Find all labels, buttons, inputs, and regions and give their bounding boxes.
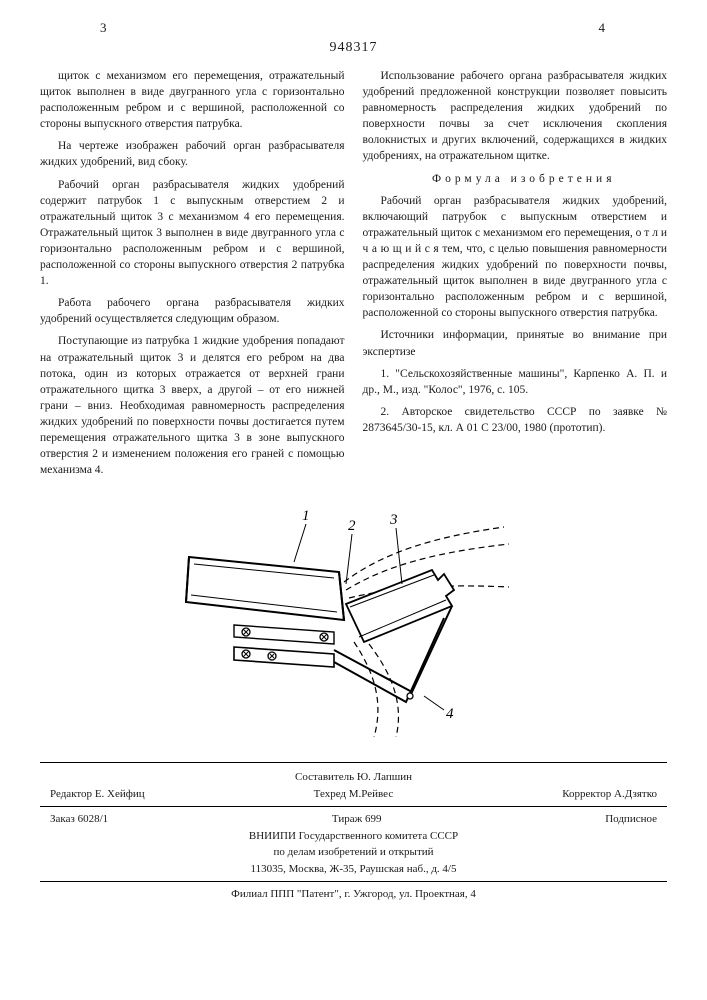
order-row: Заказ 6028/1 Тираж 699 Подписное — [40, 811, 667, 828]
source-item: 2. Авторское свидетельство СССР по заявк… — [363, 404, 668, 436]
document-number: 948317 — [40, 40, 667, 56]
signed: Подписное — [605, 811, 657, 828]
divider — [40, 806, 667, 807]
compiler-line: Составитель Ю. Лапшин — [40, 769, 667, 786]
divider — [40, 881, 667, 882]
tirage: Тираж 699 — [332, 811, 382, 828]
org-line-1: ВНИИПИ Государственного комитета СССР — [40, 828, 667, 845]
page-left: 3 — [100, 20, 109, 36]
paragraph: Использование рабочего органа разбрасыва… — [363, 68, 668, 165]
paragraph: Рабочий орган разбрасывателя жидких удоб… — [40, 177, 345, 290]
filial-line: Филиал ППП "Патент", г. Ужгород, ул. Про… — [40, 886, 667, 903]
org-line-2: по делам изобретений и открытий — [40, 844, 667, 861]
techred: Техред М.Рейвес — [314, 786, 394, 803]
order: Заказ 6028/1 — [50, 811, 108, 828]
paragraph: Рабочий орган разбрасывателя жидких удоб… — [363, 193, 668, 322]
paragraph: Работа рабочего органа разбрасывателя жи… — [40, 295, 345, 327]
corrector: Корректор А.Дзятко — [562, 786, 657, 803]
footer: Составитель Ю. Лапшин Редактор Е. Хейфиц… — [40, 762, 667, 903]
technical-drawing: 1 2 3 4 — [40, 492, 667, 752]
paragraph: На чертеже изображен рабочий орган разбр… — [40, 138, 345, 170]
paragraph: щиток с механизмом его перемещения, отра… — [40, 68, 345, 132]
drawing-label-4: 4 — [446, 706, 454, 722]
flow-line-down — [354, 642, 378, 737]
page-header: 3 4 — [40, 20, 667, 36]
drawing-label-3: 3 — [389, 512, 398, 528]
drawing-label-2: 2 — [348, 518, 356, 534]
text-columns: щиток с механизмом его перемещения, отра… — [40, 68, 667, 484]
right-column: Использование рабочего органа разбрасыва… — [363, 68, 668, 484]
sources-title: Источники информации, принятые во вниман… — [363, 327, 668, 359]
source-item: 1. "Сельскохозяйственные машины", Карпен… — [363, 366, 668, 398]
paragraph: Поступающие из патрубка 1 жидкие удобрен… — [40, 333, 345, 478]
left-column: щиток с механизмом его перемещения, отра… — [40, 68, 345, 484]
page-right: 4 — [599, 20, 608, 36]
drawing-label-1: 1 — [302, 508, 310, 524]
drawing-svg: 1 2 3 4 — [174, 492, 534, 742]
editors-row: Редактор Е. Хейфиц Техред М.Рейвес Корре… — [40, 786, 667, 803]
formula-title: Формула изобретения — [363, 171, 668, 187]
address-line: 113035, Москва, Ж-35, Раушская наб., д. … — [40, 861, 667, 878]
editor: Редактор Е. Хейфиц — [50, 786, 145, 803]
